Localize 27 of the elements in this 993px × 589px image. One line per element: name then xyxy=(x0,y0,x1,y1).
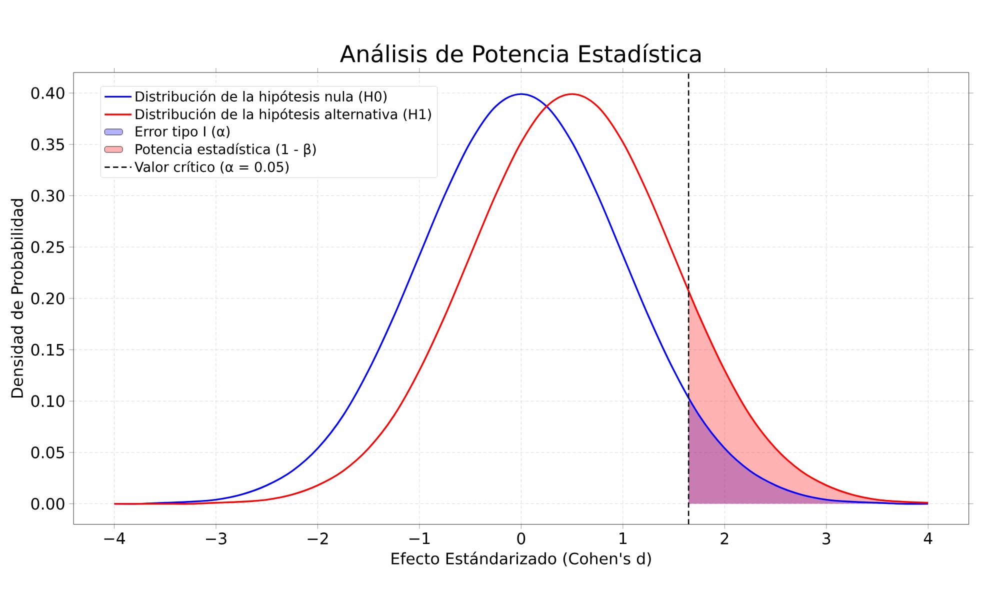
y-tick-label: 0.30 xyxy=(31,190,64,202)
chart-title: Análisis de Potencia Estadística xyxy=(340,43,701,62)
y-tick-label: 0.00 xyxy=(31,498,64,510)
y-tick-label: 0.10 xyxy=(31,394,64,407)
y-tick-label: 0.15 xyxy=(31,344,64,356)
x-tick-label: 2 xyxy=(720,532,728,544)
x-tick-label: 1 xyxy=(620,532,626,544)
line-series xyxy=(113,92,929,504)
legend-label: Distribución de la hipótesis nula (H0) xyxy=(136,90,386,104)
legend-label: Distribución de la hipótesis alternativa (H1) xyxy=(136,108,431,122)
x-tick-label: −1 xyxy=(410,532,430,544)
x-tick-label: 3 xyxy=(822,532,830,544)
x-tick-label: −3 xyxy=(206,532,226,544)
x-axis-title: Efecto Estándarizado (Cohen's d) xyxy=(392,551,651,566)
x-tick-label: 4 xyxy=(924,532,932,544)
legend-label: Valor crítico (α = 0.05) xyxy=(134,160,289,174)
legend-label: Potencia estadística (1 - β) xyxy=(136,142,316,157)
x-tick-label: −4 xyxy=(104,532,125,544)
x-tick-label: 0 xyxy=(517,532,526,544)
legend-label: Error tipo I (α) xyxy=(136,126,230,139)
y-tick-label: 0.20 xyxy=(31,292,64,304)
y-tick-label: 0.25 xyxy=(31,240,64,253)
x-tick-label: −2 xyxy=(308,532,328,544)
y-tick-label: 0.40 xyxy=(31,86,64,99)
y-axis-title: Densidad de Probabilidad xyxy=(10,198,24,398)
y-tick-label: 0.05 xyxy=(31,446,64,458)
y-tick-label: 0.35 xyxy=(31,138,64,150)
